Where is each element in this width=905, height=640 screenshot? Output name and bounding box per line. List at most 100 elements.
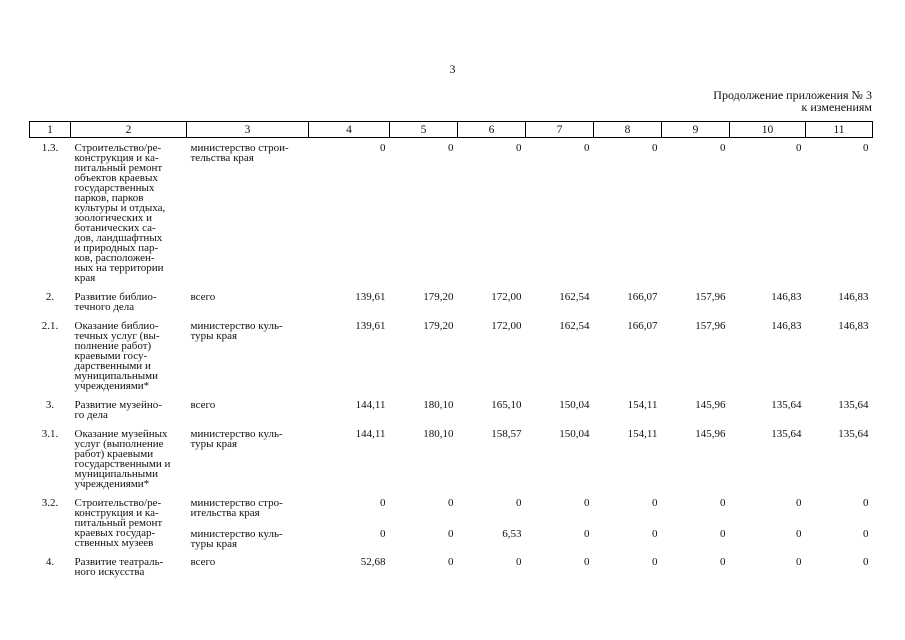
row-value: 0 xyxy=(652,527,658,540)
row-value: 6,53 xyxy=(502,527,522,540)
appendix-note-line1: Продолжение приложения № 3 xyxy=(713,88,872,102)
row-value: 139,61 xyxy=(355,320,386,332)
row-value: 146,83 xyxy=(771,291,802,303)
row-value: 144,11 xyxy=(355,428,386,440)
row-index: 3.2. xyxy=(41,497,59,509)
row-value: 166,07 xyxy=(627,320,658,332)
row-value: 0 xyxy=(863,556,869,568)
row-value: 0 xyxy=(584,142,590,154)
row-value: 135,64 xyxy=(771,399,802,411)
table-row: 2.1. Оказание библио-течных услуг (вы-пол… xyxy=(30,316,873,395)
appendix-note-line2: к изменениям xyxy=(801,100,872,114)
row-value: 0 xyxy=(720,556,726,568)
row-value: 0 xyxy=(516,142,522,154)
row-index: 2. xyxy=(45,291,55,303)
row-value: 150,04 xyxy=(559,428,590,440)
table-row: 2. Развитие библио-течного дела всего 139,6… xyxy=(30,287,873,316)
row-value: 0 xyxy=(796,527,802,540)
table-row: 1.3. Строительство/ре-конструкция и ка-пи… xyxy=(30,138,873,288)
row-value: 162,54 xyxy=(559,320,590,332)
row-value: 179,20 xyxy=(423,291,454,303)
column-header-1: 1 xyxy=(29,121,71,138)
column-header-5: 5 xyxy=(389,121,458,138)
row-value: 0 xyxy=(796,142,802,154)
row-value: 0 xyxy=(584,527,590,540)
row-value: 0 xyxy=(720,142,726,154)
row-value: 135,64 xyxy=(771,428,802,440)
row-value: 180,10 xyxy=(423,399,454,411)
column-header-7: 7 xyxy=(525,121,594,138)
row-value: 158,57 xyxy=(491,428,522,440)
row-executor: министерство куль-туры края xyxy=(190,428,283,450)
row-value: 157,96 xyxy=(695,320,726,332)
row-value: 0 xyxy=(380,497,386,509)
row-executor: всего xyxy=(190,291,216,303)
row-value: 157,96 xyxy=(695,291,726,303)
row-value: 0 xyxy=(863,527,869,540)
row-value: 172,00 xyxy=(491,320,522,332)
table-subrow: министерство куль-туры края 0 0 6,53 0 0 0 0 0 xyxy=(30,526,873,552)
table-row: 3.1. Оказание музейных услуг (выполнение ра… xyxy=(30,424,873,493)
row-index: 1.3. xyxy=(41,142,59,154)
table-row: 4. Развитие театраль-ного искусства всего 5… xyxy=(30,552,873,581)
row-value: 0 xyxy=(652,497,658,509)
row-executor: всего xyxy=(190,556,216,568)
table-row: 3. Развитие музейно-го дела всего 144,11 180… xyxy=(30,395,873,424)
row-name: Развитие музейно-го дела xyxy=(74,399,162,421)
row-value: 0 xyxy=(863,142,869,154)
header-row: 1 2 3 4 5 6 7 8 9 10 11 xyxy=(29,121,873,138)
row-name: Развитие театраль-ного искусства xyxy=(74,556,164,578)
row-value: 180,10 xyxy=(423,428,454,440)
row-value: 179,20 xyxy=(423,320,454,332)
row-value: 0 xyxy=(652,142,658,154)
row-value: 0 xyxy=(652,556,658,568)
row-value: 139,61 xyxy=(355,291,386,303)
row-value: 135,64 xyxy=(838,428,869,440)
column-header-8: 8 xyxy=(593,121,662,138)
row-value: 0 xyxy=(448,497,454,509)
row-value: 0 xyxy=(796,497,802,509)
row-name: Оказание музейных услуг (выполнение работ)… xyxy=(74,428,171,490)
row-executor: всего xyxy=(190,399,216,411)
row-index: 2.1. xyxy=(41,320,59,332)
column-header-3: 3 xyxy=(186,121,309,138)
row-value: 146,83 xyxy=(838,320,869,332)
column-header-11: 11 xyxy=(805,121,873,138)
row-executor: министерство стро-ительства края xyxy=(190,497,283,519)
row-value: 0 xyxy=(863,497,869,509)
row-value: 0 xyxy=(380,142,386,154)
row-index: 3. xyxy=(45,399,55,411)
row-value: 172,00 xyxy=(491,291,522,303)
column-header-10: 10 xyxy=(729,121,806,138)
row-index: 4. xyxy=(45,556,55,568)
row-executor: министерство куль-туры края xyxy=(190,320,283,342)
row-value: 166,07 xyxy=(627,291,658,303)
row-value: 144,11 xyxy=(355,399,386,411)
row-value: 145,96 xyxy=(695,428,726,440)
row-executor: министерство куль-туры края xyxy=(190,527,283,550)
appendix-note: Продолжение приложения № 3 к изменениям xyxy=(713,89,872,113)
column-header-4: 4 xyxy=(308,121,390,138)
row-value: 0 xyxy=(584,497,590,509)
row-value: 146,83 xyxy=(838,291,869,303)
row-value: 0 xyxy=(448,142,454,154)
row-value: 0 xyxy=(720,497,726,509)
row-value: 52,68 xyxy=(360,556,386,568)
column-header-6: 6 xyxy=(457,121,526,138)
row-value: 154,11 xyxy=(627,428,658,440)
table-row: 3.2. Строительство/ре-конструкция и ка-пи… xyxy=(30,493,873,549)
row-name: Строительство/ре-конструкция и ка-питаль… xyxy=(74,142,166,284)
row-value: 0 xyxy=(448,527,454,540)
row-value: 165,10 xyxy=(491,399,522,411)
row-value: 162,54 xyxy=(559,291,590,303)
row-value: 0 xyxy=(380,527,386,540)
budget-table: 1 2 3 4 5 6 7 8 9 10 11 1.3. Строительство/ре-конст… xyxy=(29,121,873,581)
row-value: 0 xyxy=(720,527,726,540)
row-value: 0 xyxy=(448,556,454,568)
row-name: Оказание библио-течных услуг (вы-полнени… xyxy=(74,320,160,392)
row-index: 3.1. xyxy=(41,428,59,440)
row-value: 0 xyxy=(584,556,590,568)
row-value: 145,96 xyxy=(695,399,726,411)
row-name: Строительство/ре-конструкция и ка-питаль… xyxy=(74,497,163,549)
row-executor: министерство строи-тельства края xyxy=(190,142,289,164)
